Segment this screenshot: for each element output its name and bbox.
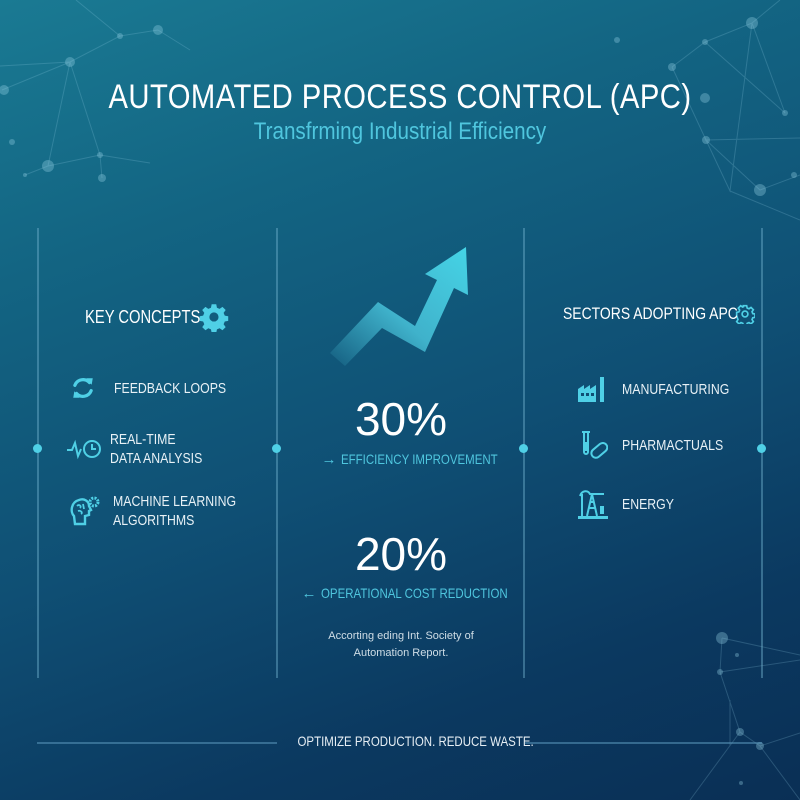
sector-energy: ENERGY <box>578 488 685 520</box>
key-concepts-heading: KEY CONCEPTS <box>85 302 229 332</box>
divider-center-right <box>523 228 525 678</box>
footer-divider-left <box>37 742 277 744</box>
concept-label-line2: ALGORITHMS <box>113 512 195 529</box>
stat-cost-label: ← OPERATIONAL COST REDUCTION <box>278 585 524 602</box>
stat-cost-value: 20% <box>354 528 448 580</box>
divider-center-left <box>276 228 278 678</box>
sectors-heading: SECTORS ADOPTING APC <box>563 304 755 324</box>
sector-label: PHARMACTUALS <box>622 436 724 454</box>
test-tube-pill-icon <box>582 431 608 459</box>
pulse-clock-icon <box>67 439 101 460</box>
sectors-title: SECTORS ADOPTING APC <box>563 304 738 323</box>
source-citation: Accorting eding Int. Society of Automati… <box>278 628 524 662</box>
concept-machine-learning: MACHINE LEARNING ALGORITHMS <box>69 492 263 530</box>
gear-outline-icon <box>735 304 755 324</box>
divider-right <box>761 228 763 678</box>
concept-label: FEEDBACK LOOPS <box>114 379 227 397</box>
divider-node <box>757 444 766 453</box>
page-title: AUTOMATED PROCESS CONTROL (APC) <box>108 78 692 116</box>
sector-pharmaceuticals: PHARMACTUALS <box>580 430 745 460</box>
refresh-loop-icon <box>73 378 93 398</box>
concept-real-time-data-analysis: REAL-TIME DATA ANALYSIS <box>66 430 223 468</box>
footer-divider-right <box>525 742 762 744</box>
key-concepts-title: KEY CONCEPTS <box>85 306 201 327</box>
divider-node <box>33 444 42 453</box>
oil-pump-icon <box>578 490 608 519</box>
factory-icon <box>578 377 604 402</box>
arrow-left-icon: ← <box>301 585 317 602</box>
sector-label: ENERGY <box>622 495 674 513</box>
page-subtitle: Transfrming Industrial Efficiency <box>253 118 547 145</box>
stat-label-text: OPERATIONAL COST REDUCTION <box>320 585 508 601</box>
concept-label-line2: DATA ANALYSIS <box>110 450 203 467</box>
arrow-right-icon: → <box>321 451 337 468</box>
stat-label-text: EFFICIENCY IMPROVEMENT <box>340 451 498 467</box>
concept-feedback-loops: FEEDBACK LOOPS <box>70 375 251 401</box>
stat-efficiency-value: 30% <box>354 393 448 445</box>
divider-left <box>37 228 39 678</box>
source-line: Accorting eding Int. Society of <box>328 630 474 642</box>
tagline-text: OPTIMIZE PRODUCTION. REDUCE WASTE. <box>297 733 534 749</box>
sector-label: MANUFACTURING <box>622 380 730 398</box>
divider-node <box>272 444 281 453</box>
sector-manufacturing: MANUFACTURING <box>578 375 753 403</box>
concept-label: MACHINE LEARNING <box>113 493 237 510</box>
divider-node <box>519 444 528 453</box>
brain-gear-icon <box>70 496 100 526</box>
trend-up-arrow-icon <box>330 247 468 366</box>
gear-icon <box>199 304 229 332</box>
footer-tagline: OPTIMIZE PRODUCTION. REDUCE WASTE. <box>0 733 800 749</box>
stat-efficiency-label: → EFFICIENCY IMPROVEMENT <box>278 451 524 468</box>
concept-label: REAL-TIME <box>110 431 176 448</box>
source-line: Automation Report. <box>353 647 449 659</box>
